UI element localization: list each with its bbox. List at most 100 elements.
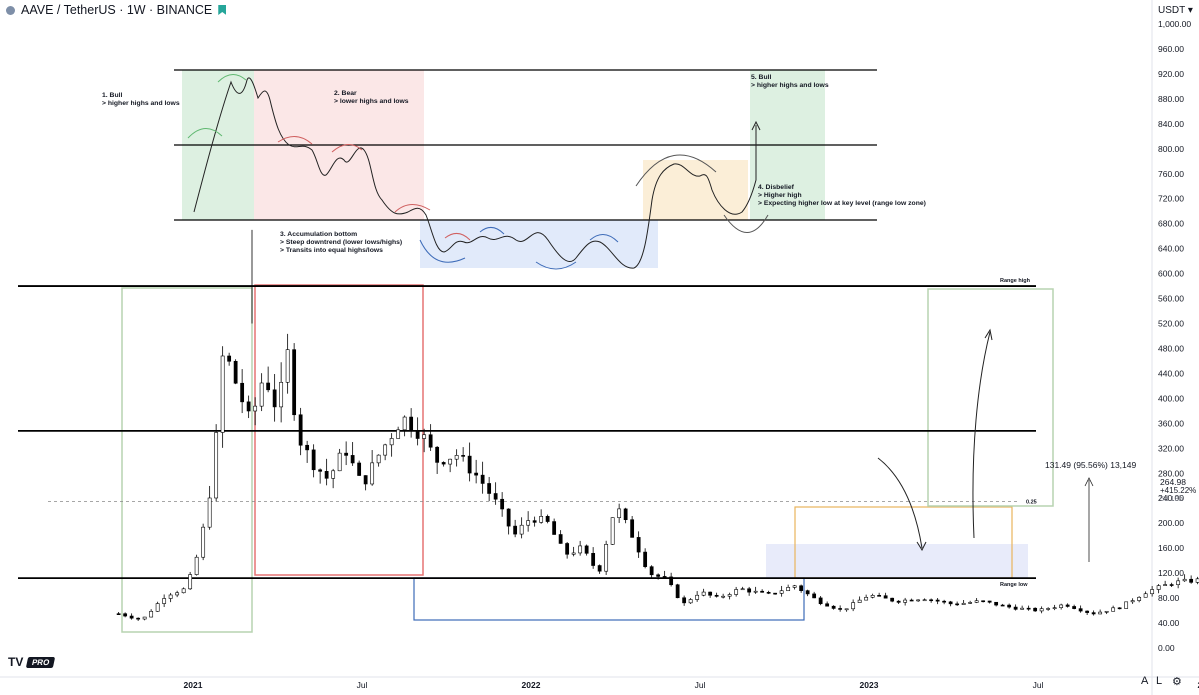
candle-body xyxy=(506,508,511,527)
candle xyxy=(1000,603,1005,607)
candle xyxy=(818,596,823,606)
candle-body xyxy=(454,455,459,460)
chart-header: AAVE / TetherUS · 1W · BINANCE xyxy=(6,3,227,17)
y-tick-label: 320.00 xyxy=(1158,443,1184,453)
candle xyxy=(1117,607,1122,610)
candle xyxy=(877,592,882,597)
candle xyxy=(519,517,524,539)
y-tick-label: 280.00 xyxy=(1158,468,1184,478)
y-tick-label: 40.00 xyxy=(1158,618,1180,628)
candle-body xyxy=(864,596,869,601)
candle-body xyxy=(747,588,752,593)
candle-body xyxy=(838,608,843,610)
candle xyxy=(389,433,394,457)
disbelief-arc xyxy=(635,154,717,187)
candle-body xyxy=(1143,593,1148,598)
candle xyxy=(805,589,810,597)
candle xyxy=(1013,604,1018,611)
candle xyxy=(266,366,271,393)
accum-arc xyxy=(444,233,471,241)
candle-body xyxy=(370,462,375,485)
candle-body xyxy=(890,597,895,602)
pullback-arrow-head xyxy=(916,541,927,552)
candle xyxy=(194,554,199,576)
candle-body xyxy=(1026,607,1031,610)
candle xyxy=(1111,605,1116,612)
candle xyxy=(1026,605,1031,611)
log-scale-button[interactable]: L xyxy=(1156,675,1163,687)
candle xyxy=(701,588,706,597)
candle-body xyxy=(428,434,433,448)
candle xyxy=(870,593,875,599)
candle-body xyxy=(805,590,810,595)
tradingview-logo: TV PRO xyxy=(8,655,56,669)
last-price-label: 264.98 xyxy=(1160,477,1186,487)
bull-box xyxy=(121,287,253,633)
candle xyxy=(1195,576,1199,585)
candle xyxy=(857,596,862,603)
currency-selector[interactable]: USDT ▾ xyxy=(1158,5,1193,16)
candle-body xyxy=(1150,589,1155,595)
candle xyxy=(506,508,511,535)
candle-body xyxy=(786,587,791,592)
settings-gear-icon[interactable]: ⚙ xyxy=(1172,676,1182,688)
candle xyxy=(935,597,940,605)
y-tick-label: 840.00 xyxy=(1158,119,1184,129)
candle xyxy=(324,458,329,486)
y-tick-label: 480.00 xyxy=(1158,343,1184,353)
candle xyxy=(584,544,589,556)
candle xyxy=(896,600,901,604)
candle-body xyxy=(1039,608,1044,612)
candle-body xyxy=(207,497,212,528)
symbol-title[interactable]: AAVE / TetherUS · 1W · BINANCE xyxy=(21,3,213,17)
candle-body xyxy=(402,416,407,431)
phase3-annotation: > Steep downtrend (lower lows/highs) xyxy=(280,239,402,246)
candle-body xyxy=(565,543,570,555)
auto-scale-button[interactable]: A xyxy=(1141,675,1149,687)
candle-body xyxy=(266,382,271,391)
candle-body xyxy=(903,599,908,603)
candle-body xyxy=(116,613,121,615)
y-tick-label: 960.00 xyxy=(1158,44,1184,54)
candle xyxy=(636,531,641,558)
candle xyxy=(909,598,914,602)
candle xyxy=(929,598,934,603)
candle-body xyxy=(480,474,485,484)
candle-body xyxy=(545,516,550,522)
y-tick-label: 360.00 xyxy=(1158,418,1184,428)
candle xyxy=(467,442,472,482)
candle-body xyxy=(1013,606,1018,610)
candle-body xyxy=(877,595,882,597)
candle-body xyxy=(1020,607,1025,610)
candle xyxy=(409,408,414,438)
y-tick-label: 80.00 xyxy=(1158,593,1180,603)
y-tick-label: 200.00 xyxy=(1158,518,1184,528)
y-tick-label: 160.00 xyxy=(1158,543,1184,553)
fib-0.25-label: 0.25 xyxy=(1026,499,1037,505)
candle xyxy=(513,519,518,538)
candle xyxy=(363,475,368,491)
candle xyxy=(396,426,401,439)
candle xyxy=(1150,586,1155,597)
candle-body xyxy=(441,462,446,465)
candle-body xyxy=(792,585,797,588)
candle xyxy=(623,507,628,524)
candle xyxy=(994,601,999,607)
candle xyxy=(500,492,505,517)
candle xyxy=(383,443,388,461)
candle xyxy=(1007,603,1012,609)
candle-body xyxy=(643,551,648,567)
phase5-annotation: 5. Bull xyxy=(751,74,772,81)
candle-body xyxy=(383,444,388,456)
candle xyxy=(1085,610,1090,615)
candle xyxy=(240,369,245,414)
candle xyxy=(1033,607,1038,612)
bookmark-flag-icon[interactable] xyxy=(218,5,227,15)
candle-body xyxy=(799,585,804,591)
range-line-label: Range high xyxy=(1000,278,1031,284)
candle xyxy=(695,591,700,602)
candle xyxy=(753,586,758,594)
candle xyxy=(831,605,836,610)
candle xyxy=(1059,603,1064,610)
